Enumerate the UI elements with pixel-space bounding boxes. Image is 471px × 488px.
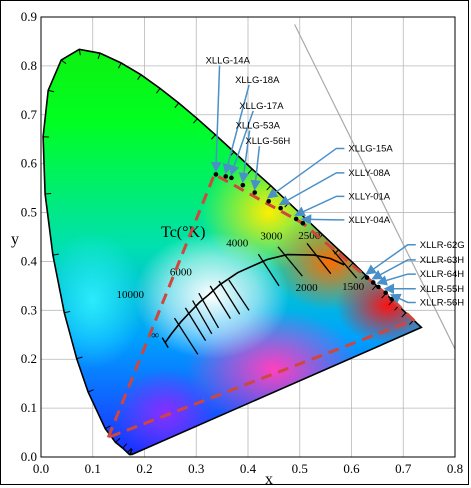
led-point-xllr-62g [365,275,370,280]
led-point-xlly-04a [301,221,306,226]
led-label-xllg-53a: XLLG-53A [236,120,281,131]
x-tick-label-6: 0.6 [343,461,360,476]
arrow-xlly-08a [281,173,345,204]
y-axis-title: y [11,231,19,248]
led-point-xllg-17a [229,176,234,181]
x-tick-label-3: 0.3 [188,461,204,476]
isotherm-label-10000: 10000 [117,289,145,301]
y-tick-label-0: 0.0 [21,449,37,464]
x-tick-label-4: 0.4 [240,461,257,476]
arrow-xllr-64h [378,274,415,283]
led-point-xllg-53a [241,183,246,188]
isotherm-label-1500: 1500 [342,281,365,293]
led-point-xllr-55h [383,290,388,295]
y-tick-label-1: 0.1 [21,400,37,415]
led-point-xllr-56h [390,297,395,302]
led-label-xllg-14a: XLLG-14A [206,55,251,66]
x-axis-title: x [265,471,273,488]
led-label-xlly-08a: XLLY-08A [348,168,390,179]
x-tick-label-8: 0.8 [447,461,463,476]
led-point-xllr-63h [371,280,376,285]
led-label-xlly-01a: XLLY-01A [348,191,390,202]
led-label-xllg-56h: XLLG-56H [245,136,290,147]
x-tick-label-1: 0.1 [85,461,101,476]
arrow-xlly-01a [296,196,344,215]
x-tick-label-5: 0.5 [292,461,308,476]
y-tick-label-9: 0.9 [21,9,37,24]
led-point-xllg-56h [252,190,257,195]
led-point-xllg-14a [214,172,219,177]
led-label-xlly-04a: XLLY-04A [348,215,390,226]
led-label-xllg-18a: XLLG-18A [235,75,280,86]
x-tick-label-7: 0.7 [395,461,412,476]
y-tick-label-8: 0.8 [21,58,37,73]
led-label-xllr-55h: XLLR-55H [420,284,464,295]
led-label-xllg-15a: XLLG-15A [348,143,393,154]
isotherm-label-6000: 6000 [170,267,193,279]
arrow-xllr-63h [373,260,416,279]
led-point-xllg-18a [223,174,228,179]
y-tick-label-7: 0.7 [21,107,38,122]
tc-label: Tc(°K) [161,224,205,241]
isotherm-label-4000: 4000 [226,237,249,249]
led-label-xllr-63h: XLLR-63H [420,255,464,266]
x-tick-label-2: 0.2 [136,461,152,476]
y-tick-label-5: 0.5 [21,205,37,220]
led-label-xllr-56h: XLLR-56H [420,297,464,308]
isotherm-label-2000: 2000 [296,282,319,294]
isotherm-label-3000: 3000 [260,230,283,242]
y-tick-label-4: 0.4 [21,253,38,268]
led-point-xlly-01a [294,217,299,222]
led-label-xllg-17a: XLLG-17A [239,101,284,112]
arrow-xlly-04a [303,219,345,220]
led-label-xllr-64h: XLLR-64H [420,269,464,280]
y-tick-label-3: 0.3 [21,302,37,317]
y-tick-label-6: 0.6 [21,156,38,171]
led-label-xllr-62g: XLLR-62G [420,240,465,251]
led-point-xllg-15a [266,199,271,204]
led-point-xllr-64h [376,285,381,290]
led-point-xlly-08a [278,206,283,211]
y-tick-label-2: 0.2 [21,351,37,366]
